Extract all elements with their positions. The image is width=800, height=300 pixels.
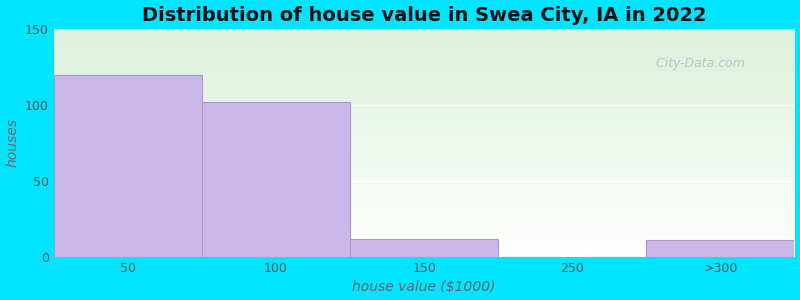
Bar [54,74,202,257]
Title: Distribution of house value in Swea City, IA in 2022: Distribution of house value in Swea City… [142,6,706,25]
Bar [646,240,794,257]
Y-axis label: houses: houses [6,118,19,167]
Text: City-Data.com: City-Data.com [652,57,745,70]
Bar [202,102,350,257]
Bar [350,239,498,257]
X-axis label: house value ($1000): house value ($1000) [352,280,496,294]
